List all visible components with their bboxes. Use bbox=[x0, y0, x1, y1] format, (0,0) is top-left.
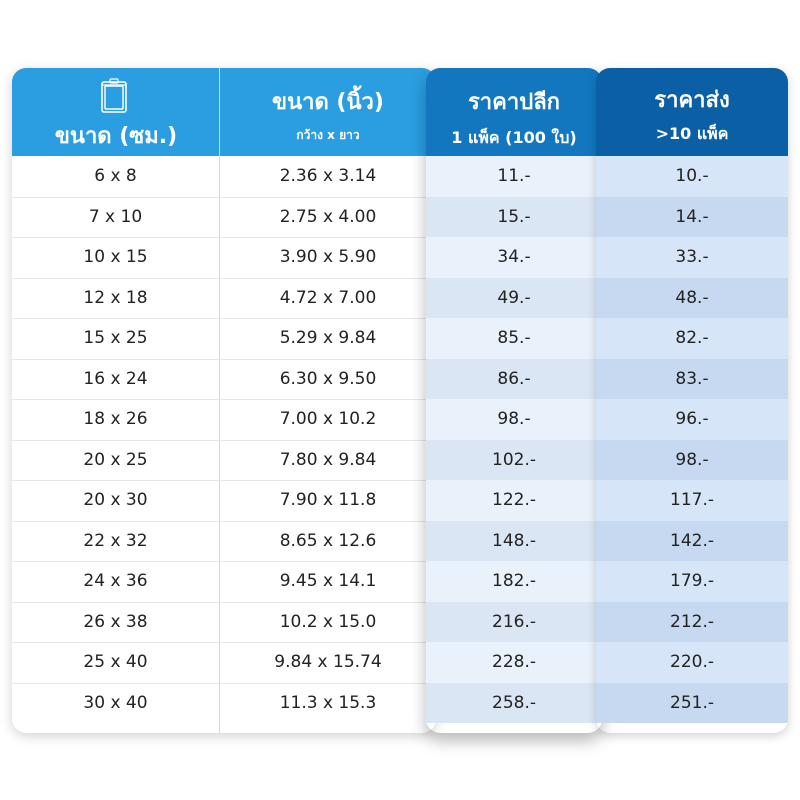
size-inch-cell: 2.75 x 4.00 bbox=[279, 206, 377, 227]
size-cm-cell: 10 x 15 bbox=[83, 247, 148, 268]
size-cm-cell: 7 x 10 bbox=[88, 206, 143, 227]
wholesale-price-cell: 33.- bbox=[596, 237, 788, 278]
wholesale-price-cell: 251.- bbox=[596, 682, 788, 723]
size-inch-subheader: กว้าง x ยาว bbox=[296, 128, 360, 142]
wholesale-price-cell: 82.- bbox=[596, 318, 788, 359]
size-inch-cell: 9.84 x 15.74 bbox=[274, 652, 382, 673]
size-inch-cell: 6.30 x 9.50 bbox=[279, 368, 377, 389]
retail-price-cell: 182.- bbox=[426, 561, 602, 602]
row-divider bbox=[12, 196, 436, 198]
size-cm-cell: 18 x 26 bbox=[83, 409, 148, 430]
size-cm-cell: 30 x 40 bbox=[83, 692, 148, 713]
wholesale-price-cell: 96.- bbox=[596, 399, 788, 440]
row-divider bbox=[12, 601, 436, 603]
row-divider bbox=[12, 682, 436, 684]
wholesale-price-cell: 10.- bbox=[596, 156, 788, 197]
row-divider bbox=[12, 480, 436, 481]
size-cm-cell: 20 x 30 bbox=[83, 490, 148, 511]
row-divider bbox=[12, 237, 436, 238]
size-inch-cell: 4.72 x 7.00 bbox=[279, 287, 377, 308]
wholesale-title: ราคาส่ง bbox=[654, 88, 730, 113]
price-table: ขนาด (ซม.) ขนาด (นิ้ว) กว้าง x ยาว 6 x 8… bbox=[12, 68, 788, 733]
wholesale-price-cell: 142.- bbox=[596, 520, 788, 561]
column-divider bbox=[219, 68, 220, 733]
wholesale-price-cell: 98.- bbox=[596, 439, 788, 480]
retail-price-cell: 228.- bbox=[426, 642, 602, 683]
retail-price-cell: 102.- bbox=[426, 439, 602, 480]
row-divider bbox=[12, 318, 436, 319]
retail-price-cell: 49.- bbox=[426, 277, 602, 318]
size-inch-cell: 2.36 x 3.14 bbox=[279, 166, 377, 187]
wholesale-header: ราคาส่ง >10 แพ็ค bbox=[596, 68, 788, 156]
retail-price-cell: 122.- bbox=[426, 480, 602, 521]
retail-price-cell: 34.- bbox=[426, 237, 602, 278]
retail-price-cell: 98.- bbox=[426, 399, 602, 440]
wholesale-price-cell: 179.- bbox=[596, 561, 788, 602]
size-cm-cell: 6 x 8 bbox=[94, 166, 137, 187]
size-inch-cell: 3.90 x 5.90 bbox=[279, 247, 377, 268]
size-cm-cell: 12 x 18 bbox=[83, 287, 148, 308]
retail-price-cell: 15.- bbox=[426, 196, 602, 237]
row-divider bbox=[12, 439, 436, 441]
retail-header: ราคาปลีก 1 แพ็ค (100 ใบ) bbox=[426, 68, 602, 156]
retail-title: ราคาปลีก bbox=[467, 90, 560, 115]
size-inch-cell: 7.00 x 10.2 bbox=[279, 409, 377, 430]
size-cm-cell: 15 x 25 bbox=[83, 328, 148, 349]
wholesale-subtitle: >10 แพ็ค bbox=[655, 124, 729, 143]
row-divider bbox=[12, 561, 436, 562]
retail-price-cell: 148.- bbox=[426, 520, 602, 561]
size-inch-cell: 7.90 x 11.8 bbox=[279, 490, 377, 511]
size-inch-cell: 7.80 x 9.84 bbox=[279, 449, 377, 470]
wholesale-price-cell: 220.- bbox=[596, 642, 788, 683]
size-cm-cell: 16 x 24 bbox=[83, 368, 148, 389]
size-cm-cell: 20 x 25 bbox=[83, 449, 148, 470]
retail-price-cell: 11.- bbox=[426, 156, 602, 197]
size-inch-cell: 5.29 x 9.84 bbox=[279, 328, 377, 349]
wholesale-price-column: ราคาส่ง >10 แพ็ค 10.- 14.- 33.- 48.- 82.- 83.… bbox=[596, 68, 788, 733]
retail-price-cell: 86.- bbox=[426, 358, 602, 399]
size-cm-cell: 26 x 38 bbox=[83, 611, 148, 632]
size-inch-cell: 10.2 x 15.0 bbox=[279, 611, 377, 632]
size-cm-cell: 25 x 40 bbox=[83, 652, 148, 673]
size-inch-cell: 11.3 x 15.3 bbox=[279, 692, 377, 713]
size-header: ขนาด (ซม.) ขนาด (นิ้ว) กว้าง x ยาว bbox=[12, 68, 436, 156]
row-divider bbox=[12, 277, 436, 279]
wholesale-price-cell: 117.- bbox=[596, 480, 788, 521]
size-inch-cell: 8.65 x 12.6 bbox=[279, 530, 377, 551]
size-cm-cell: 24 x 36 bbox=[83, 571, 148, 592]
wholesale-price-cell: 83.- bbox=[596, 358, 788, 399]
wholesale-price-cell: 212.- bbox=[596, 601, 788, 642]
size-columns: ขนาด (ซม.) ขนาด (นิ้ว) กว้าง x ยาว 6 x 8… bbox=[12, 68, 436, 733]
retail-price-cell: 216.- bbox=[426, 601, 602, 642]
retail-subtitle: 1 แพ็ค (100 ใบ) bbox=[451, 128, 577, 147]
row-divider bbox=[12, 358, 436, 360]
retail-price-column: ราคาปลีก 1 แพ็ค (100 ใบ) 11.- 15.- 34.- 49.… bbox=[426, 68, 602, 733]
size-inch-header: ขนาด (นิ้ว) bbox=[272, 90, 384, 115]
wholesale-price-cell: 48.- bbox=[596, 277, 788, 318]
retail-price-cell: 85.- bbox=[426, 318, 602, 359]
size-cm-header: ขนาด (ซม.) bbox=[54, 124, 178, 149]
size-inch-cell: 9.45 x 14.1 bbox=[279, 571, 377, 592]
row-divider bbox=[12, 642, 436, 643]
row-divider bbox=[12, 399, 436, 400]
size-cm-cell: 22 x 32 bbox=[83, 530, 148, 551]
wholesale-price-cell: 14.- bbox=[596, 196, 788, 237]
retail-price-cell: 258.- bbox=[426, 682, 602, 723]
bag-icon bbox=[101, 78, 127, 113]
row-divider bbox=[12, 520, 436, 522]
